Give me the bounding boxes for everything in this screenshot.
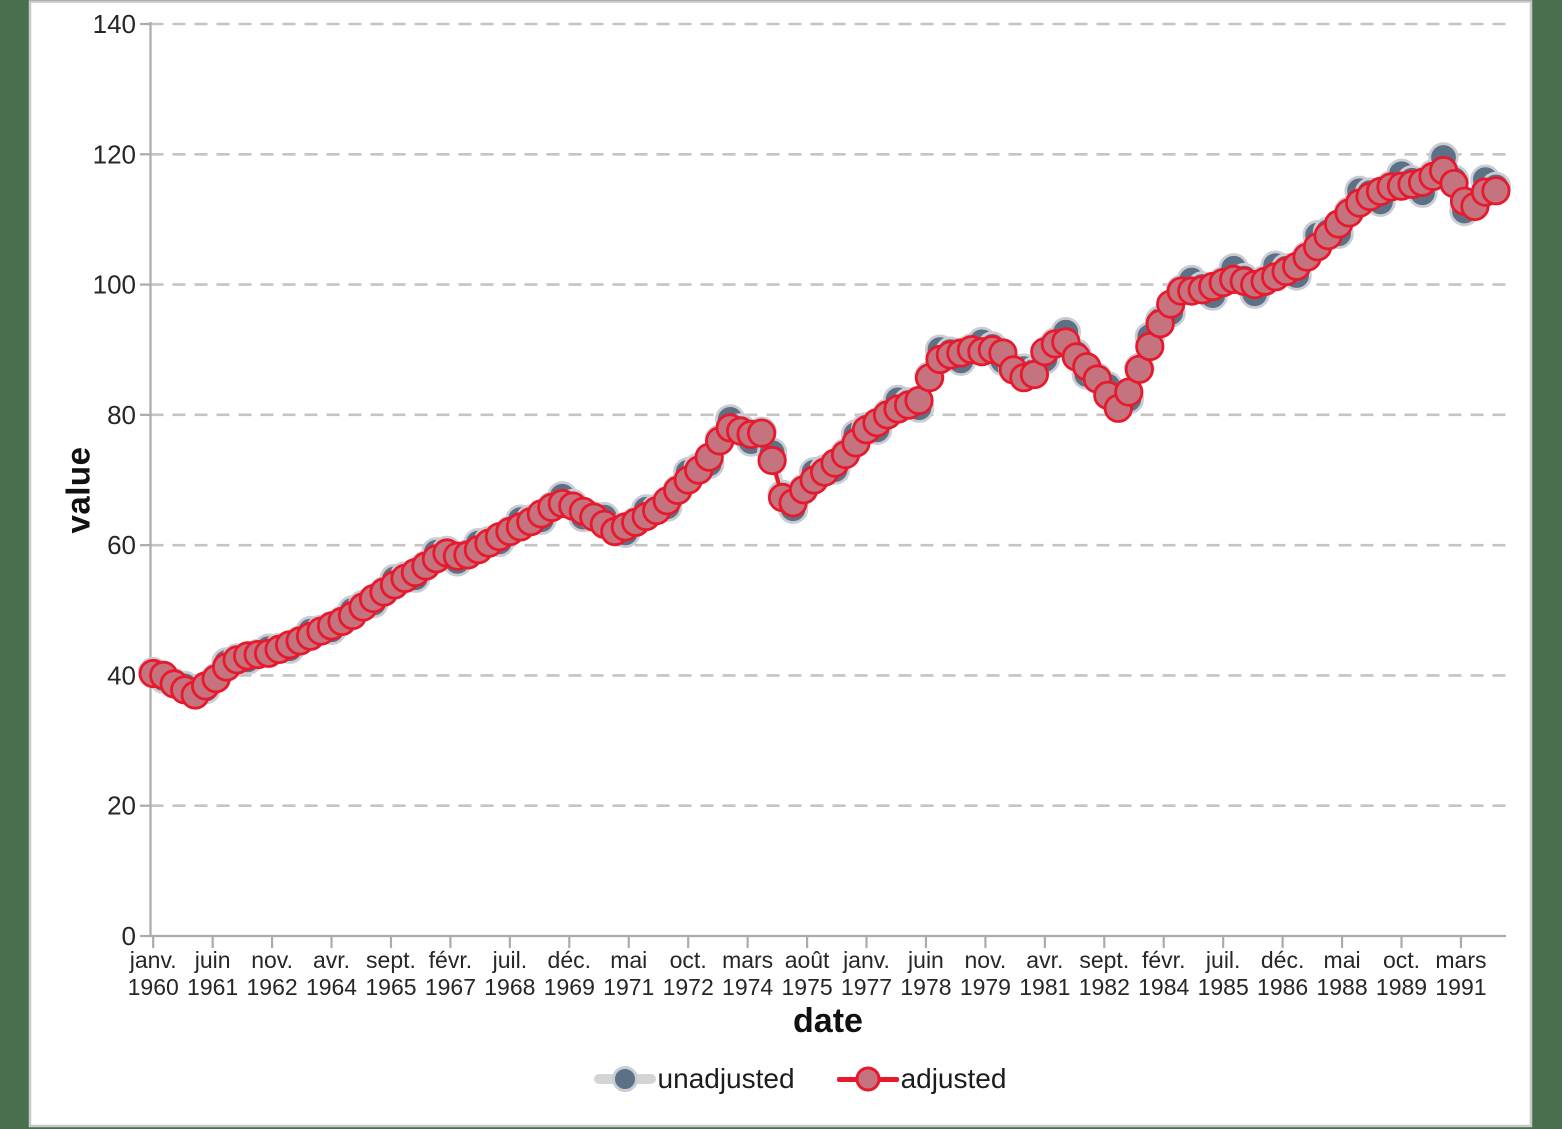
gridlines — [150, 22, 1506, 808]
svg-text:juin: juin — [194, 947, 231, 973]
svg-text:1965: 1965 — [365, 974, 416, 1000]
svg-text:janv.: janv. — [842, 947, 890, 973]
svg-text:1989: 1989 — [1376, 974, 1427, 1000]
svg-text:1961: 1961 — [187, 974, 238, 1000]
svg-text:juil.: juil. — [1205, 947, 1241, 973]
svg-text:avr.: avr. — [1026, 947, 1063, 973]
svg-text:1962: 1962 — [247, 974, 298, 1000]
y-axis-ticks: 0 20 40 60 80 100 120 140 — [93, 9, 152, 951]
svg-text:140: 140 — [93, 9, 136, 39]
svg-text:1986: 1986 — [1257, 974, 1308, 1000]
svg-text:1988: 1988 — [1316, 974, 1367, 1000]
svg-text:1967: 1967 — [425, 974, 476, 1000]
svg-text:sept.: sept. — [1079, 947, 1129, 973]
svg-text:1978: 1978 — [900, 974, 951, 1000]
svg-text:100: 100 — [93, 270, 136, 300]
series-adjusted — [138, 156, 1511, 710]
data-point-adjusted — [746, 418, 777, 448]
svg-text:20: 20 — [107, 791, 136, 821]
svg-text:janv.: janv. — [129, 947, 177, 973]
svg-text:1974: 1974 — [722, 974, 773, 1000]
svg-text:1977: 1977 — [841, 974, 892, 1000]
svg-text:60: 60 — [107, 530, 136, 560]
svg-text:nov.: nov. — [251, 947, 293, 973]
svg-text:sept.: sept. — [366, 947, 416, 973]
svg-text:1960: 1960 — [128, 974, 179, 1000]
svg-text:avr.: avr. — [313, 947, 350, 973]
svg-text:1985: 1985 — [1198, 974, 1249, 1000]
svg-text:1982: 1982 — [1079, 974, 1130, 1000]
svg-text:120: 120 — [93, 139, 136, 169]
svg-text:1984: 1984 — [1138, 974, 1189, 1000]
svg-text:août: août — [785, 947, 830, 973]
axes — [149, 22, 1506, 938]
svg-text:mai: mai — [1324, 947, 1361, 973]
svg-text:déc.: déc. — [548, 947, 591, 973]
chart-panel — [28, 0, 1533, 1128]
svg-text:juil.: juil. — [492, 947, 528, 973]
svg-text:1981: 1981 — [1019, 974, 1070, 1000]
svg-text:oct.: oct. — [670, 947, 707, 973]
svg-text:80: 80 — [107, 400, 136, 430]
svg-text:1979: 1979 — [960, 974, 1011, 1000]
svg-text:mars: mars — [1435, 947, 1486, 973]
svg-text:mars: mars — [722, 947, 773, 973]
svg-text:0: 0 — [122, 921, 136, 951]
svg-text:1975: 1975 — [781, 974, 832, 1000]
svg-text:déc.: déc. — [1261, 947, 1304, 973]
svg-text:40: 40 — [107, 660, 136, 690]
x-axis-ticks: janv.1960juin1961nov.1962avr.1964sept.19… — [128, 936, 1487, 1000]
svg-text:1972: 1972 — [663, 974, 714, 1000]
svg-text:juin: juin — [907, 947, 944, 973]
data-point-adjusted — [1481, 176, 1511, 206]
svg-text:févr.: févr. — [1142, 947, 1185, 973]
svg-text:1968: 1968 — [484, 974, 535, 1000]
svg-text:1971: 1971 — [603, 974, 654, 1000]
svg-text:oct.: oct. — [1383, 947, 1420, 973]
data-point-adjusted — [757, 445, 787, 476]
svg-text:1991: 1991 — [1435, 974, 1486, 1000]
svg-text:mai: mai — [610, 947, 647, 973]
svg-text:févr.: févr. — [429, 947, 472, 973]
svg-text:1969: 1969 — [544, 974, 595, 1000]
svg-text:1964: 1964 — [306, 974, 357, 1000]
svg-text:nov.: nov. — [965, 947, 1007, 973]
